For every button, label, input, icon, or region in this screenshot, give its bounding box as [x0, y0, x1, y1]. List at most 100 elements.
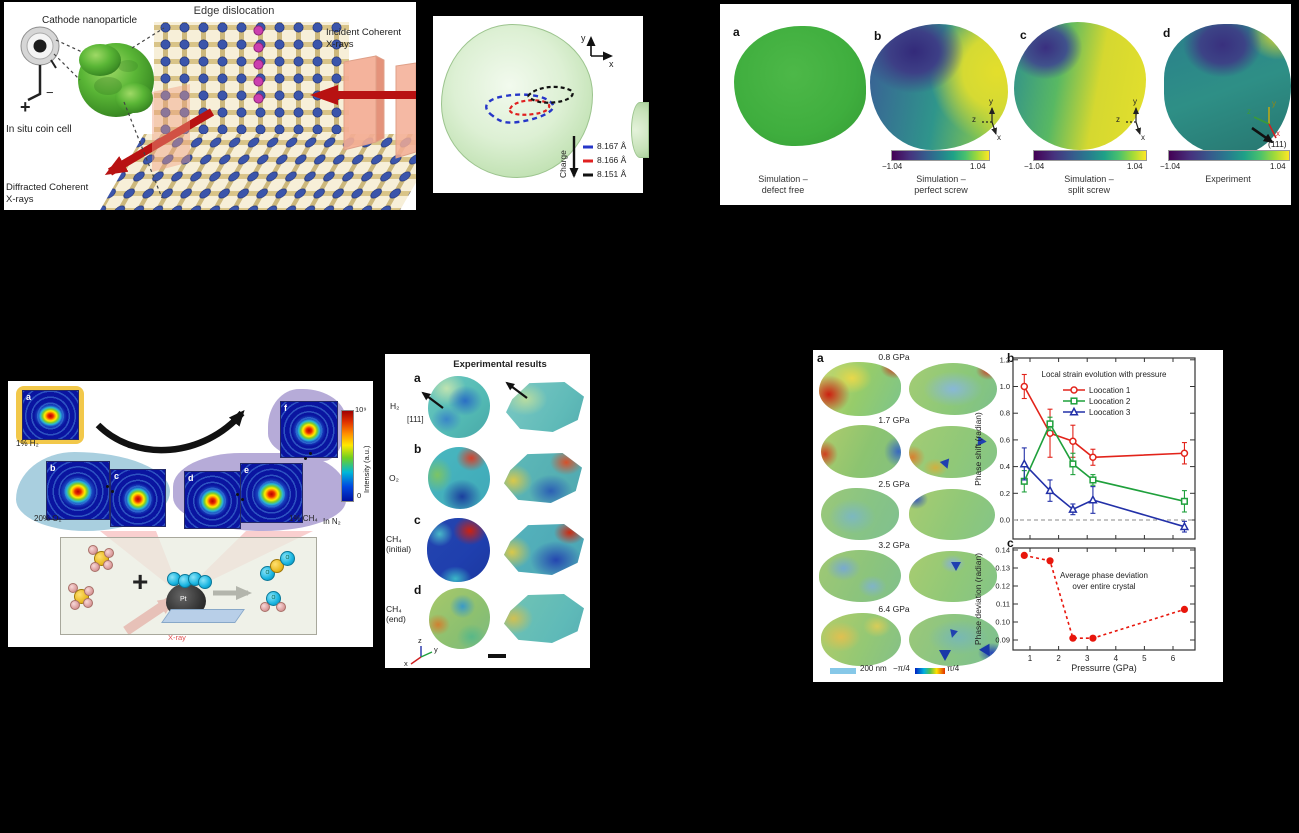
dots-ef — [304, 457, 307, 460]
chart-title: Average phase deviation — [1060, 571, 1148, 580]
particle-perfect-screw — [870, 24, 1008, 150]
particle-o2-flat — [504, 453, 582, 503]
svg-text:0.13: 0.13 — [995, 564, 1010, 573]
row-label-ch4i-2: (initial) — [386, 544, 412, 554]
panel-coin-cell-schematic: Edge dislocation Cathode nanoparticle + … — [4, 2, 416, 210]
row-letter-d: d — [414, 583, 422, 597]
legend-item-8166: 8.166 Å — [597, 155, 627, 165]
loop-red — [508, 99, 551, 116]
colorbar-split-screw — [1033, 150, 1147, 161]
panel-catalysis: a b c d e f 1% H₂ 20% O₂ 1% CH₄ In N₂ 10… — [8, 381, 373, 647]
hydrogen-atom-icon — [103, 560, 113, 570]
svg-text:0.6: 0.6 — [1000, 435, 1010, 444]
crystal-lattice-bottom — [100, 134, 416, 210]
cycle-arrow — [95, 409, 245, 454]
row-letter-a: a — [414, 371, 421, 385]
dashed-connectors — [53, 27, 165, 199]
loop-blue — [485, 93, 555, 124]
hydrogen-atom-icon — [68, 583, 78, 593]
ch4-condition-label: 1% CH₄ — [289, 514, 318, 523]
subpanel-letter-d: d — [1163, 26, 1171, 40]
caption-experiment: Experiment — [1182, 174, 1274, 185]
axis-z-label: z — [1116, 115, 1120, 124]
phase-colorbar-max: π/4 — [947, 664, 960, 673]
hydrogen-atom-icon — [84, 586, 94, 596]
crystal-lattice-front — [154, 22, 349, 134]
intensity-colorbar — [341, 410, 354, 502]
diffraction-pattern-e: e — [240, 463, 303, 523]
dots-bc — [106, 485, 109, 488]
caption-split-screw: Simulation – split screw — [1044, 174, 1134, 197]
svg-text:2: 2 — [1056, 654, 1061, 663]
x-axis-label: Pressurre (GPa) — [1071, 663, 1137, 673]
crystal-1p7-right — [909, 426, 997, 478]
row-label-ch4e-1: CH₄ — [386, 604, 402, 614]
n2-condition-label: In N₂ — [323, 517, 341, 526]
hydrogen-atom-icon — [70, 600, 80, 610]
coin-cell-label: In situ coin cell — [6, 124, 72, 135]
dislocation-atoms — [253, 25, 264, 104]
pressure-label-1: 1.7 GPa — [878, 415, 910, 425]
cathode-nanoparticle — [78, 43, 154, 117]
caption-perfect-screw: Simulation – perfect screw — [896, 174, 986, 197]
row-label-h2: H₂ — [390, 401, 400, 411]
xy-axes-icon — [586, 36, 613, 61]
axis-y-label: y — [1133, 97, 1137, 106]
cbar-min-d: −1.04 — [1160, 162, 1181, 171]
crystal-0p8-right — [909, 363, 997, 415]
hydrogen-atom-icon — [260, 602, 270, 612]
annotation-111: [111] — [407, 415, 424, 424]
y-axis-label: Phase deviation (radian) — [973, 553, 983, 645]
svg-text:0.12: 0.12 — [995, 582, 1010, 591]
dots-ef — [309, 452, 312, 455]
coin-cell-icon — [20, 26, 60, 102]
axis-x-label: x — [997, 133, 1001, 142]
cbar-min-c: −1.04 — [1024, 162, 1045, 171]
miller-index-label: (111) — [1268, 139, 1287, 149]
hydrogen-atom-icon — [276, 602, 286, 612]
caption-line2: perfect screw — [914, 185, 968, 196]
scale-bar — [488, 654, 506, 658]
row-letter-c: c — [414, 513, 421, 527]
strain-charts: 0.0 0.2 0.4 0.6 0.8 1.0 1.2 Local strain evolut… — [973, 355, 1196, 673]
axis-y-label: y — [989, 97, 993, 106]
pattern-letter: b — [50, 463, 56, 473]
schematic-drawing — [20, 22, 416, 210]
caption-line1: Simulation – — [758, 174, 808, 184]
diffraction-pattern-d: d — [184, 471, 241, 529]
svg-text:4: 4 — [1114, 654, 1119, 663]
incident-xray-arrow — [310, 85, 416, 105]
row-label-ch4i-1: CH₄ — [386, 534, 402, 544]
particle-h2-flat — [506, 382, 584, 432]
axis-x-label: x — [404, 659, 408, 668]
subpanel-letter-a: a — [733, 25, 740, 39]
pattern-letter: a — [26, 392, 32, 402]
plus-sign: + — [132, 566, 149, 597]
diffraction-pattern-b: b — [46, 461, 110, 520]
diffracted-xray-arrow — [104, 108, 215, 176]
axis-y-label: y — [581, 33, 586, 43]
minus-terminal-label: − — [46, 85, 54, 100]
axis-z-label: z — [1247, 107, 1251, 116]
incident-xray-label-line2: X-rays — [326, 39, 354, 50]
subpanel-letter-b: b — [874, 29, 882, 43]
crystal-3p2-left — [819, 550, 901, 602]
detector-slabs — [343, 55, 416, 159]
panel-title: Experimental results — [453, 359, 547, 370]
svg-text:0.09: 0.09 — [995, 636, 1010, 645]
dots-bc — [111, 490, 114, 493]
particle-ch4-initial-3d — [427, 518, 490, 582]
axis-x-label: x — [1276, 129, 1280, 138]
second-particle-sliver — [631, 102, 649, 158]
phase-colorbar — [915, 668, 945, 674]
crystal-0p8-left — [819, 362, 901, 416]
colorbar-axis-label: Intensity (a.u.) — [362, 445, 371, 493]
row-label-o2: O₂ — [389, 473, 399, 483]
dislocation-arrow-icon — [939, 650, 951, 661]
particle-h2-3d — [428, 376, 490, 438]
caption-line1: Simulation – — [916, 174, 966, 184]
panel-experimental-results: Experimental results a b c d H₂ [111] O₂… — [385, 354, 590, 668]
pt-label: Pt — [180, 596, 187, 603]
crystal-3p2-right — [909, 551, 997, 602]
particle-defect-free — [734, 26, 866, 146]
